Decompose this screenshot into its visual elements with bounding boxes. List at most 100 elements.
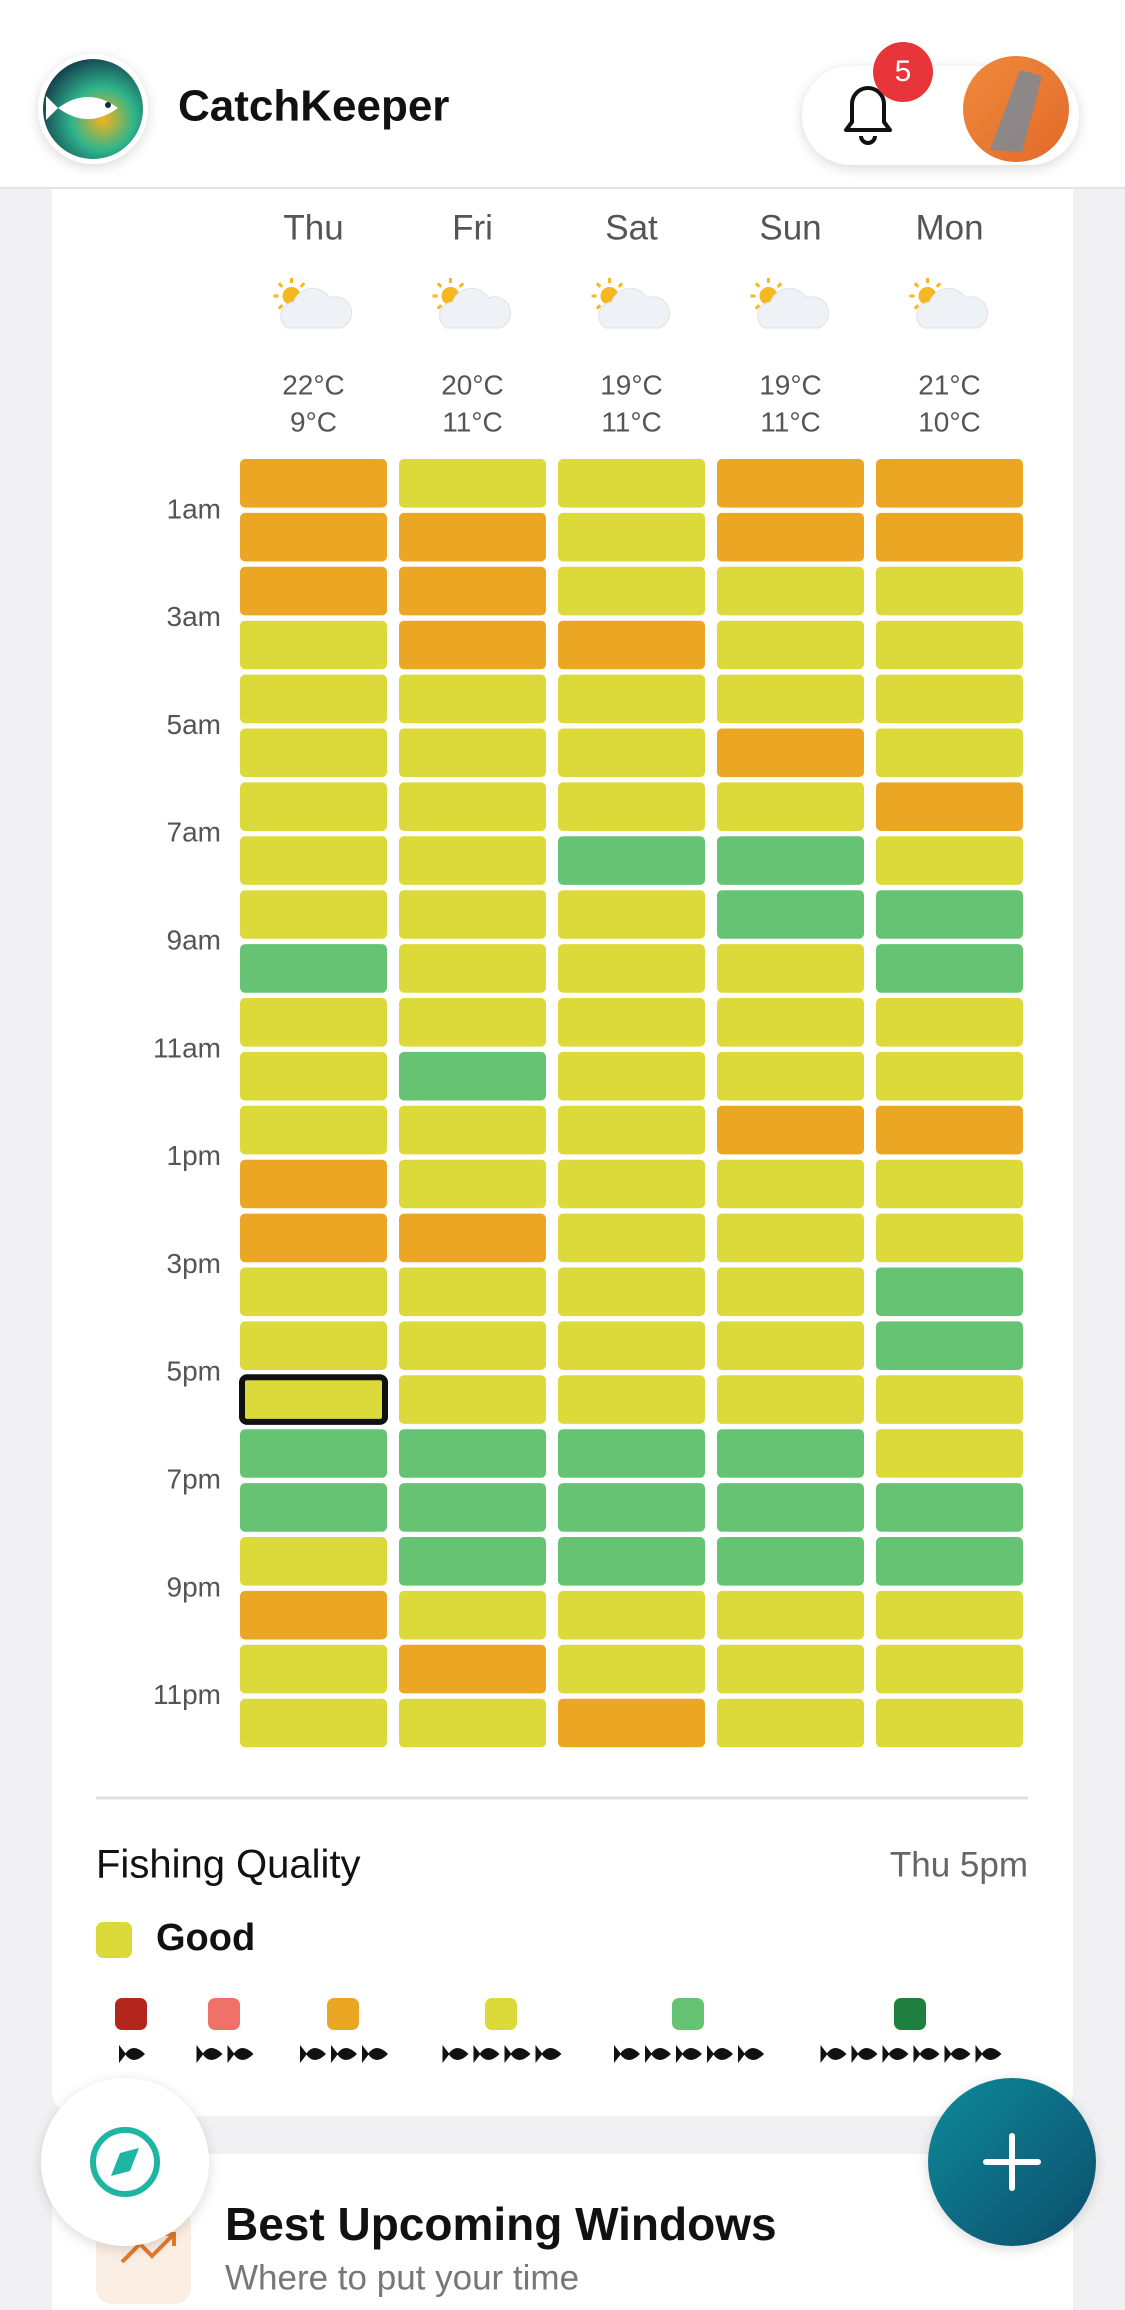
compass-button[interactable] (41, 2078, 209, 2246)
hour-cell[interactable] (558, 1375, 705, 1424)
hour-cell[interactable] (876, 1537, 1023, 1586)
hour-cell[interactable] (876, 512, 1023, 562)
hour-cell[interactable] (240, 782, 387, 831)
hour-cell[interactable] (399, 1537, 546, 1586)
hour-cell[interactable] (399, 998, 546, 1047)
hour-cell[interactable] (717, 1051, 864, 1101)
hour-cell[interactable] (717, 1644, 864, 1694)
hour-cell[interactable] (717, 459, 864, 508)
hour-cell[interactable] (717, 1483, 864, 1532)
hour-cell[interactable] (558, 1213, 705, 1263)
hour-cell[interactable] (876, 620, 1023, 670)
hour-cell[interactable] (876, 1051, 1023, 1101)
hour-cell[interactable] (558, 1537, 705, 1586)
hour-cell[interactable] (876, 1267, 1023, 1317)
hour-cell[interactable] (717, 944, 864, 993)
hour-cell[interactable] (399, 1698, 546, 1748)
hour-cell[interactable] (717, 1590, 864, 1640)
hour-cell[interactable] (876, 836, 1023, 885)
hour-cell[interactable] (399, 1375, 546, 1424)
hour-cell[interactable] (399, 1051, 546, 1101)
hour-cell[interactable] (558, 1429, 705, 1478)
hour-cell[interactable] (876, 1698, 1023, 1748)
hour-cell[interactable] (240, 512, 387, 562)
hour-cell[interactable] (717, 1159, 864, 1209)
hour-cell[interactable] (876, 1429, 1023, 1478)
hour-cell[interactable] (558, 1483, 705, 1532)
hour-cell[interactable] (399, 1321, 546, 1370)
hour-cell[interactable] (240, 998, 387, 1047)
hour-cell[interactable] (717, 512, 864, 562)
hour-cell[interactable] (399, 1267, 546, 1317)
hour-cell[interactable] (558, 1321, 705, 1370)
hour-cell[interactable] (876, 1590, 1023, 1640)
hour-cell[interactable] (558, 998, 705, 1047)
hour-cell[interactable] (876, 1483, 1023, 1532)
hour-cell[interactable] (399, 1105, 546, 1155)
hour-cell[interactable] (240, 1698, 387, 1748)
hour-cell[interactable] (876, 459, 1023, 508)
hour-cell[interactable] (876, 890, 1023, 939)
hour-cell[interactable] (876, 674, 1023, 724)
hour-cell[interactable] (240, 674, 387, 724)
add-button[interactable] (928, 2078, 1096, 2246)
hour-cell[interactable] (717, 782, 864, 831)
hour-cell[interactable] (558, 1267, 705, 1317)
hour-cell[interactable] (558, 1105, 705, 1155)
hour-cell[interactable] (240, 1267, 387, 1317)
hour-cell[interactable] (399, 512, 546, 562)
hour-cell[interactable] (717, 1698, 864, 1748)
hour-cell[interactable] (876, 1321, 1023, 1370)
hour-cell[interactable] (240, 728, 387, 778)
hour-cell[interactable] (240, 1321, 387, 1370)
hour-cell[interactable] (239, 1374, 388, 1425)
hour-cell[interactable] (876, 1375, 1023, 1424)
hour-cell[interactable] (876, 782, 1023, 831)
hour-cell[interactable] (558, 566, 705, 616)
hour-cell[interactable] (558, 1698, 705, 1748)
hour-cell[interactable] (558, 512, 705, 562)
hour-cell[interactable] (399, 459, 546, 508)
hour-cell[interactable] (558, 890, 705, 939)
hour-cell[interactable] (240, 620, 387, 670)
hour-cell[interactable] (717, 1537, 864, 1586)
hour-cell[interactable] (876, 1159, 1023, 1209)
hour-cell[interactable] (399, 944, 546, 993)
hour-cell[interactable] (558, 944, 705, 993)
hour-cell[interactable] (717, 728, 864, 778)
hour-cell[interactable] (240, 1483, 387, 1532)
hour-cell[interactable] (717, 1213, 864, 1263)
hour-cell[interactable] (558, 782, 705, 831)
hour-cell[interactable] (717, 1105, 864, 1155)
hour-cell[interactable] (399, 836, 546, 885)
hour-cell[interactable] (240, 1051, 387, 1101)
hour-cell[interactable] (558, 836, 705, 885)
hour-cell[interactable] (399, 1159, 546, 1209)
hour-cell[interactable] (399, 674, 546, 724)
hour-cell[interactable] (399, 1429, 546, 1478)
hour-cell[interactable] (399, 728, 546, 778)
hour-cell[interactable] (876, 566, 1023, 616)
hour-cell[interactable] (717, 566, 864, 616)
hour-cell[interactable] (240, 459, 387, 508)
hour-cell[interactable] (399, 1483, 546, 1532)
hour-cell[interactable] (717, 1429, 864, 1478)
hour-cell[interactable] (558, 459, 705, 508)
hour-cell[interactable] (240, 890, 387, 939)
hour-cell[interactable] (399, 1644, 546, 1694)
hour-cell[interactable] (558, 728, 705, 778)
hour-cell[interactable] (240, 566, 387, 616)
hour-cell[interactable] (558, 1159, 705, 1209)
hour-cell[interactable] (558, 1644, 705, 1694)
avatar[interactable] (963, 56, 1069, 162)
hour-cell[interactable] (240, 1429, 387, 1478)
hour-cell[interactable] (399, 782, 546, 831)
hour-cell[interactable] (240, 1590, 387, 1640)
hour-cell[interactable] (876, 1644, 1023, 1694)
hour-cell[interactable] (876, 1213, 1023, 1263)
hour-cell[interactable] (240, 1105, 387, 1155)
hour-cell[interactable] (717, 998, 864, 1047)
hour-cell[interactable] (717, 1321, 864, 1370)
hour-cell[interactable] (240, 836, 387, 885)
hour-cell[interactable] (876, 998, 1023, 1047)
